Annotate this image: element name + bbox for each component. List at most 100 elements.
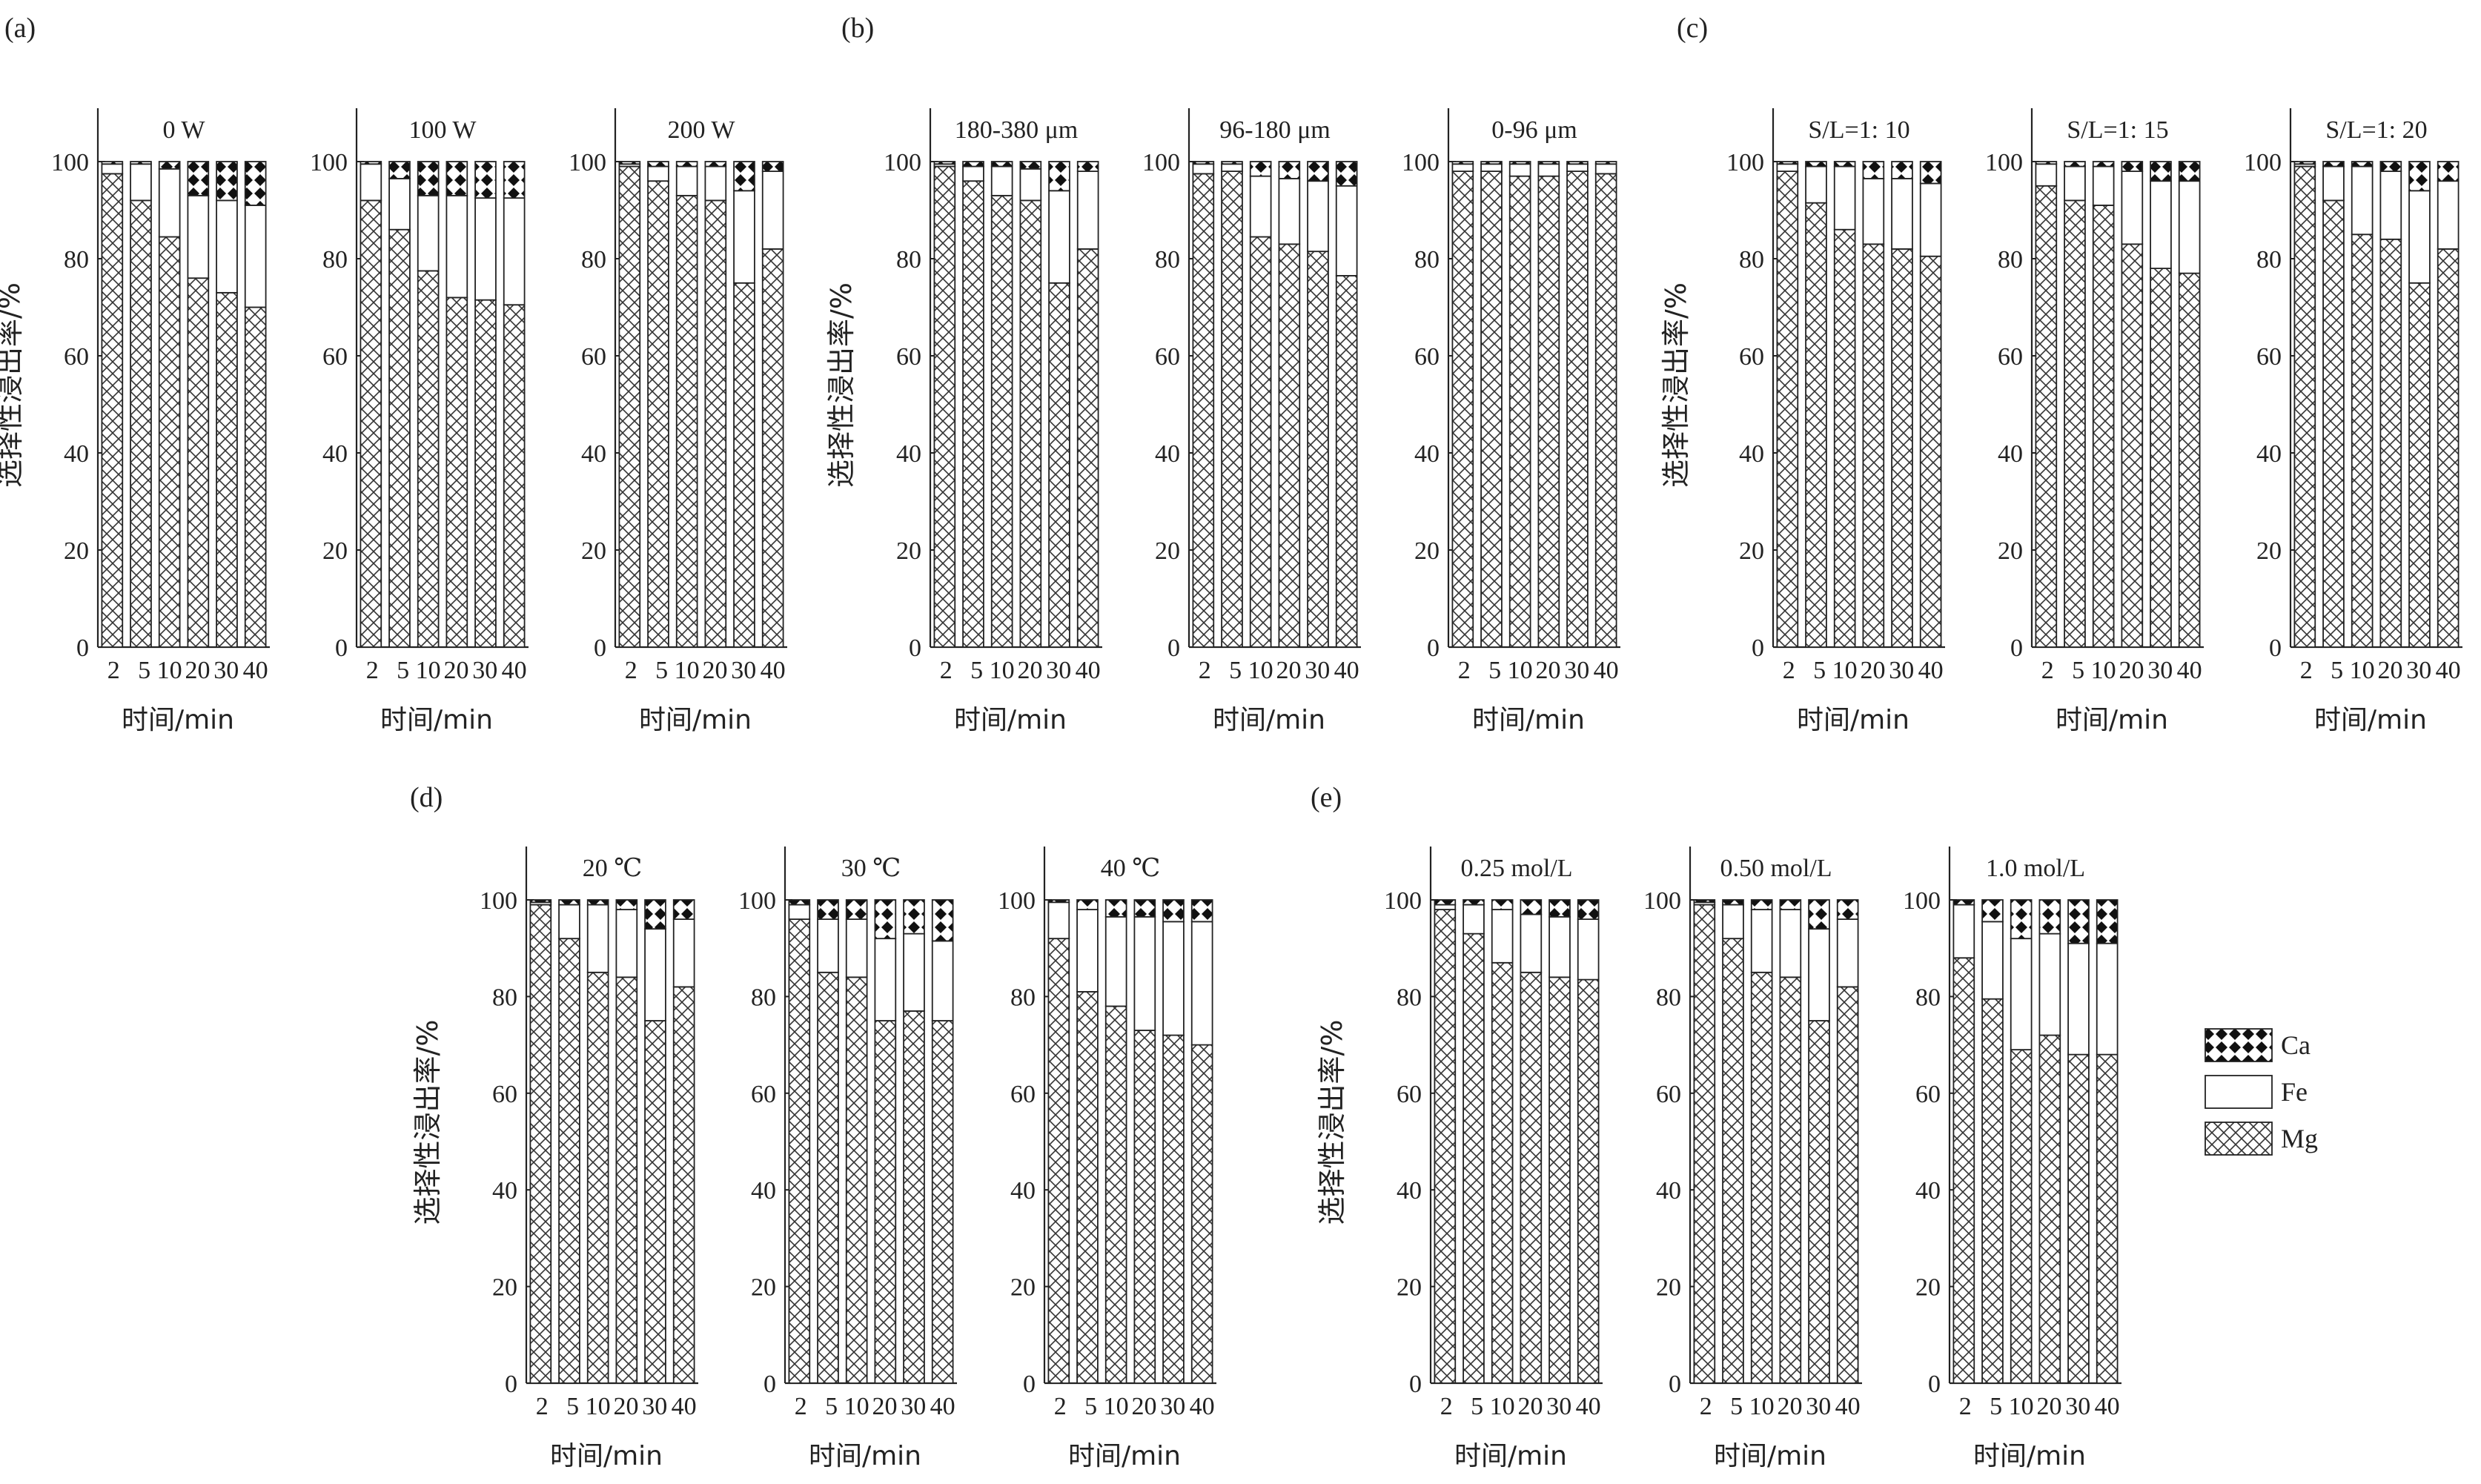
bar-segment-ca <box>1047 899 1070 904</box>
panel-title: 180-380 μm <box>955 116 1079 144</box>
x-tick-label: 2 <box>1054 1393 1067 1420</box>
bar-segment-fe <box>360 163 382 202</box>
bar-segment-fe <box>101 163 124 175</box>
bar-segment-mg <box>1693 904 1716 1384</box>
y-tick-label: 80 <box>1397 984 1422 1011</box>
x-tick-label: 30 <box>2147 657 2173 684</box>
bar-segment-mg <box>2293 165 2316 648</box>
x-tick-label: 40 <box>2436 657 2461 684</box>
x-tick-label: 40 <box>1576 1393 1601 1420</box>
bar-segment-mg <box>817 971 839 1384</box>
panel-group-label: (d) <box>410 782 443 813</box>
bar-segment-mg <box>1508 175 1531 648</box>
bar-segment-mg <box>474 299 497 648</box>
x-tick-label: 40 <box>502 657 527 684</box>
x-axis-label: 时间/min <box>1797 705 1909 735</box>
bar-segment-ca <box>1594 161 1617 165</box>
bar-segment-fe <box>216 199 238 294</box>
bar-segment-mg <box>672 986 695 1384</box>
bar-segment-ca <box>1076 161 1099 173</box>
bar-segment-ca <box>874 899 897 940</box>
x-tick-label: 2 <box>795 1393 807 1420</box>
x-tick-label: 40 <box>761 657 786 684</box>
bar-segment-mg <box>1833 228 1856 648</box>
x-axis-label: 时间/min <box>1973 1441 2086 1471</box>
bar-segment-fe <box>2351 165 2374 236</box>
x-tick-label: 40 <box>1918 657 1944 684</box>
panel-group-label: (e) <box>1311 782 1342 813</box>
panel-title: S/L=1: 10 <box>1808 116 1909 144</box>
bar-segment-ca <box>1190 899 1213 923</box>
bar-segment-mg <box>644 1020 666 1384</box>
bar-segment-ca <box>1808 899 1830 930</box>
y-tick-label: 20 <box>322 537 348 565</box>
y-tick-label: 0 <box>76 635 89 662</box>
bar-segment-mg <box>2121 243 2144 648</box>
y-tick-label: 100 <box>569 149 606 176</box>
y-axis-label: 选择性浸出率/% <box>411 1020 444 1225</box>
x-tick-label: 30 <box>1305 657 1330 684</box>
bar-segment-ca <box>644 899 666 930</box>
bar-segment-fe <box>1805 165 1827 204</box>
x-tick-label: 10 <box>675 657 700 684</box>
y-tick-label: 40 <box>1397 1177 1422 1205</box>
bar-segment-ca <box>101 161 124 165</box>
bar-segment-ca <box>1891 161 1913 179</box>
bar-segment-mg <box>1190 1044 1213 1384</box>
bar-segment-ca <box>2408 161 2431 192</box>
y-tick-label: 60 <box>581 343 606 371</box>
legend-label-mg: Mg <box>2281 1124 2318 1153</box>
bar-segment-ca <box>962 161 984 168</box>
bar-segment-ca <box>1722 899 1744 906</box>
bar-segment-mg <box>1104 1005 1127 1384</box>
y-tick-label: 0 <box>1752 635 1764 662</box>
y-axis-label: 选择性浸出率/% <box>1660 282 1692 488</box>
bar-segment-mg <box>1249 236 1272 648</box>
bar-segment-ca <box>2379 161 2402 173</box>
bar-segment-ca <box>615 899 638 910</box>
x-tick-label: 5 <box>397 657 409 684</box>
panel-title: 0.50 mol/L <box>1720 855 1832 882</box>
bar-segment-fe <box>1891 178 1913 250</box>
panel-title: 100 W <box>409 116 477 144</box>
bar-segment-mg <box>2038 1034 2061 1384</box>
bar-segment-fe <box>2067 942 2090 1056</box>
bar-segment-fe <box>1076 170 1099 250</box>
bar-segment-ca <box>445 161 468 196</box>
legend-label-ca: Ca <box>2281 1030 2311 1060</box>
bar-segment-fe <box>503 197 526 306</box>
x-tick-label: 5 <box>1488 657 1501 684</box>
bar-segment-ca <box>1133 899 1156 918</box>
bar-segment-mg <box>675 194 698 648</box>
x-tick-label: 20 <box>1018 657 1043 684</box>
y-tick-label: 60 <box>322 343 348 371</box>
bar-segment-ca <box>2035 161 2058 165</box>
bar-segment-ca <box>2351 161 2374 168</box>
y-tick-label: 100 <box>1384 887 1422 915</box>
y-tick-label: 80 <box>581 246 606 274</box>
x-tick-label: 30 <box>472 657 497 684</box>
bar-segment-fe <box>1335 185 1358 276</box>
bar-segment-fe <box>2010 938 2033 1051</box>
bar-segment-mg <box>1278 243 1301 648</box>
x-tick-label: 10 <box>416 657 441 684</box>
bar-segment-mg <box>1577 978 1600 1384</box>
bar-segment-ca <box>1104 899 1127 918</box>
y-tick-label: 0 <box>1167 635 1180 662</box>
x-tick-label: 5 <box>566 1393 579 1420</box>
y-tick-label: 80 <box>1656 984 1681 1011</box>
y-tick-label: 60 <box>1739 343 1764 371</box>
bar-segment-fe <box>1952 904 1975 959</box>
bar-segment-mg <box>1162 1034 1185 1384</box>
bar-segment-ca <box>2038 899 2061 935</box>
bar-segment-ca <box>1480 161 1503 165</box>
bar-segment-ca <box>1048 161 1070 192</box>
panel-title: 40 ℃ <box>1101 855 1161 882</box>
x-axis-label: 时间/min <box>2056 705 2168 735</box>
y-tick-label: 80 <box>1414 246 1440 274</box>
bar-segment-mg <box>1480 170 1503 648</box>
y-tick-label: 80 <box>492 984 517 1011</box>
